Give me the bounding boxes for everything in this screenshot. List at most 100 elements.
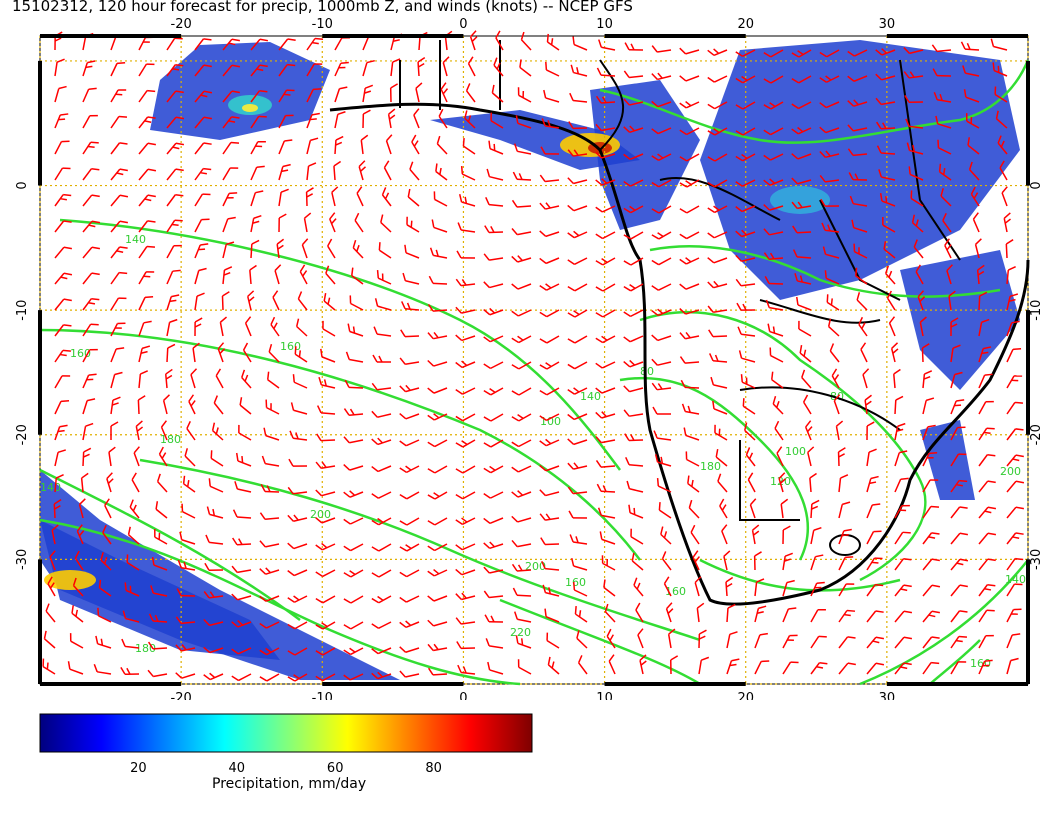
wind-barb — [778, 472, 786, 493]
wind-barb — [745, 447, 756, 467]
wind-barb — [519, 59, 532, 77]
wind-barb — [138, 194, 156, 207]
wind-barb — [735, 205, 756, 213]
wind-barb — [829, 343, 840, 363]
wind-barb — [131, 472, 140, 493]
wind-barb — [82, 348, 98, 363]
wind-barb — [78, 498, 86, 519]
wind-barb — [595, 411, 616, 419]
wind-barb — [138, 296, 154, 311]
wind-barb — [911, 214, 924, 233]
wind-barb — [595, 387, 616, 394]
wind-barb — [623, 179, 644, 187]
wind-barb — [710, 376, 728, 389]
wind-barb — [515, 635, 532, 649]
wind-barb — [1006, 266, 1016, 285]
wind-barb — [810, 662, 828, 675]
wind-barb — [402, 272, 420, 285]
country-border — [739, 386, 901, 431]
wind-barb — [154, 529, 168, 545]
wind-barb — [574, 605, 588, 623]
wind-barb — [908, 166, 924, 181]
wind-barb — [742, 398, 756, 415]
wind-barb — [428, 275, 448, 285]
wind-barb — [838, 556, 854, 571]
wind-barb — [866, 475, 879, 493]
colorbar-tick: 60 — [327, 761, 344, 776]
wind-barb — [110, 347, 125, 363]
wind-barb — [763, 101, 784, 110]
wind-barb — [250, 190, 264, 207]
wind-barb — [511, 199, 532, 208]
wind-barb — [698, 656, 710, 675]
wind-barb — [436, 135, 448, 155]
wind-barb — [540, 537, 560, 546]
wind-barb — [297, 291, 308, 311]
precip-core — [44, 570, 96, 590]
wind-barb — [623, 257, 644, 266]
wind-barb — [287, 595, 308, 603]
wind-barb — [177, 559, 196, 571]
wind-barb — [866, 530, 882, 545]
wind-barb — [917, 290, 926, 311]
wind-barb — [978, 659, 993, 675]
wind-barb — [894, 504, 910, 519]
precip-area — [40, 520, 280, 660]
wind-barb — [427, 517, 448, 526]
wind-barb — [707, 75, 728, 83]
wind-barb — [483, 281, 504, 289]
wind-barb — [661, 551, 672, 571]
wind-barb — [1006, 293, 1019, 311]
wind-barb — [598, 39, 616, 51]
wind-barb — [754, 660, 770, 675]
wind-barb — [651, 153, 672, 161]
wind-barb — [978, 373, 993, 389]
wind-barb — [250, 64, 268, 77]
wind-barb — [915, 264, 924, 285]
wind-barb — [572, 36, 588, 51]
wind-barb — [595, 436, 616, 444]
wind-barb — [1006, 532, 1024, 545]
wind-barb — [334, 135, 344, 155]
wind-barb — [1006, 657, 1019, 675]
lon-tick-bottom: 20 — [737, 691, 754, 700]
wind-barb — [735, 229, 756, 238]
wind-barb — [358, 160, 367, 181]
wind-barb — [692, 550, 700, 571]
wind-barb — [278, 89, 295, 103]
wind-barb — [371, 465, 392, 473]
wind-barb — [110, 220, 128, 233]
contour-label: 140 — [40, 481, 61, 494]
colorbar-tick: 40 — [229, 761, 246, 776]
wind-barb — [735, 127, 756, 136]
wind-barb — [138, 271, 155, 285]
wind-barb — [433, 191, 448, 207]
wind-barb — [455, 568, 476, 576]
wind-barb — [121, 638, 140, 649]
wind-barb — [371, 382, 392, 391]
wind-barb — [821, 222, 840, 233]
wind-barb — [315, 542, 336, 551]
wind-barb — [356, 186, 364, 207]
wind-barb — [331, 186, 339, 207]
wind-barb — [250, 140, 266, 155]
wind-barb — [176, 588, 196, 597]
wind-barb — [194, 292, 205, 311]
wind-barb — [849, 195, 868, 207]
wind-barb — [511, 515, 532, 523]
contour-label: 200 — [1000, 465, 1021, 478]
wind-barb — [203, 672, 224, 681]
wind-barb — [679, 100, 700, 109]
wind-barb — [166, 168, 184, 181]
wind-barb — [606, 628, 616, 649]
wind-barb — [511, 283, 532, 290]
wind-barb — [82, 323, 99, 337]
lat-tick-right: -10 — [1029, 300, 1044, 321]
wind-barb — [810, 499, 820, 519]
wind-barb — [595, 205, 616, 213]
lat-tick-left: 0 — [15, 181, 30, 189]
precip-core — [770, 186, 830, 214]
wind-barb — [906, 142, 924, 155]
wind-barb — [819, 101, 840, 109]
wind-barb — [774, 420, 784, 441]
